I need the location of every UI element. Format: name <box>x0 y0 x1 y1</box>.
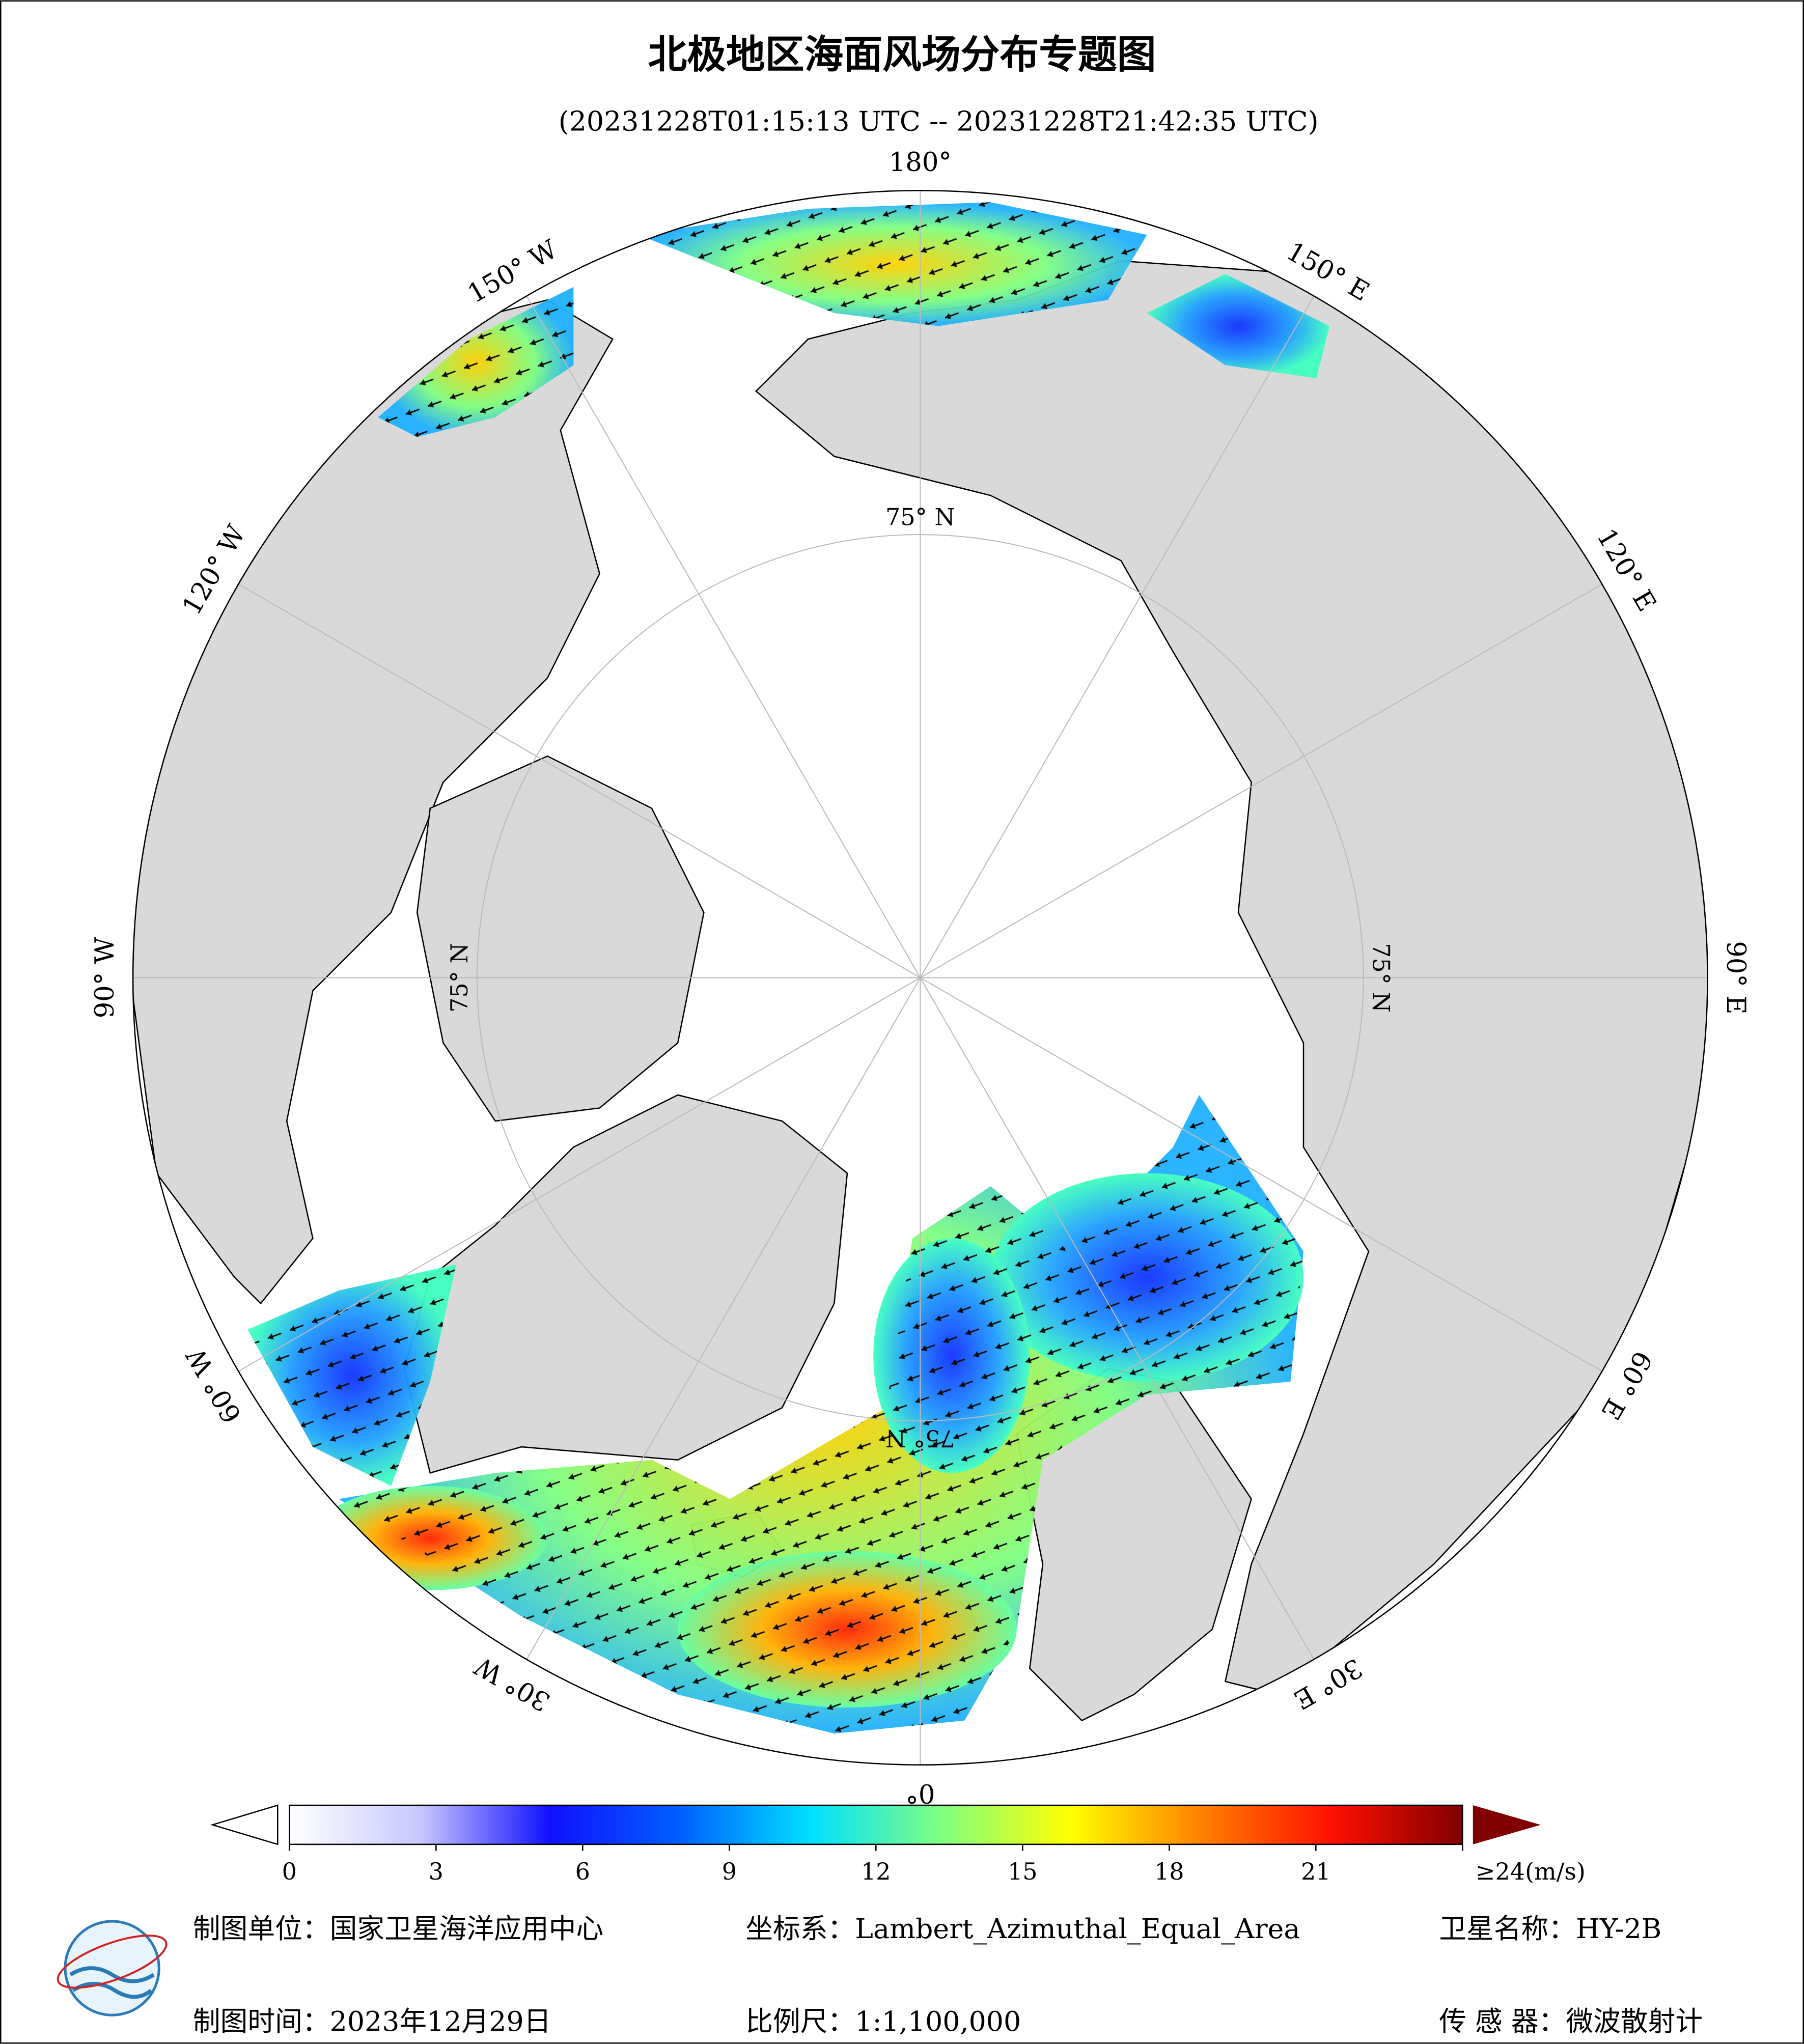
colorbar-tick-label: 9 <box>722 1858 737 1885</box>
colorbar-tick-label: 21 <box>1301 1858 1331 1885</box>
parallel-label: 75° N <box>1367 943 1395 1013</box>
title: 北极地区海面风场分布专题图 <box>648 33 1156 78</box>
wind-arrows <box>339 1095 1303 1734</box>
wind-arrows-extra <box>247 202 1147 1486</box>
colorbar-min-arrow <box>210 1804 279 1845</box>
meridian-label: 90° E <box>1720 941 1751 1014</box>
footer-unit: 制图单位：国家卫星海洋应用中心 <box>193 1913 603 1945</box>
meridian-label: 90° W <box>90 937 120 1018</box>
wind-field <box>247 202 1330 1734</box>
meridian <box>920 295 1315 978</box>
footer-sensor: 传 感 器：微波散射计 <box>1439 2005 1703 2037</box>
meridian-label: 0° <box>905 1778 935 1808</box>
meridian-label: 180° <box>889 147 952 178</box>
eurasia <box>755 260 1708 1695</box>
logo <box>57 1920 168 2017</box>
colorbar-tick-label: 6 <box>575 1858 590 1885</box>
colorbar-tick-label: 0 <box>282 1858 297 1885</box>
parallel-label: 75° N <box>885 1425 955 1452</box>
colorbar: 0 3 6 9 12 15 18 21 ≥24(m/s) <box>210 1804 1586 1885</box>
footer-crs: 坐标系：Lambert_Azimuthal_Equal_Area <box>745 1913 1300 1945</box>
meridian <box>238 583 921 978</box>
colorbar-tick-label: 12 <box>861 1858 891 1885</box>
meridian <box>920 583 1602 978</box>
footer-scale: 比例尺：1:1,100,000 <box>745 2005 1021 2037</box>
colorbar-bar <box>289 1804 1463 1845</box>
subtitle: (20231228T01:15:13 UTC -- 20231228T21:42… <box>559 105 1319 137</box>
footer-date: 制图时间：2023年12月29日 <box>193 2005 551 2037</box>
meridian <box>526 977 921 1660</box>
colorbar-tick-label: 18 <box>1154 1858 1184 1885</box>
parallel-label: 75° N <box>446 943 473 1013</box>
parallel-labels: 75° N 75° N 75° N 75° N <box>446 503 1395 1452</box>
meridian <box>526 295 921 978</box>
colorbar-max-arrow <box>1473 1805 1541 1844</box>
colorbar-tick-label: 15 <box>1008 1858 1038 1885</box>
meridian <box>920 977 1602 1372</box>
map-border <box>132 189 1708 1766</box>
colorbar-tick-label: 3 <box>429 1858 443 1885</box>
graticule <box>133 190 1708 1765</box>
map <box>133 190 1708 1765</box>
colorbar-tick-label: ≥24(m/s) <box>1476 1858 1586 1885</box>
parallel-label: 75° N <box>885 503 955 530</box>
meridian <box>920 977 1315 1660</box>
meridian <box>238 977 921 1372</box>
swath-okhotsk <box>1147 274 1330 378</box>
footer-satellite: 卫星名称：HY-2B <box>1439 1913 1661 1945</box>
